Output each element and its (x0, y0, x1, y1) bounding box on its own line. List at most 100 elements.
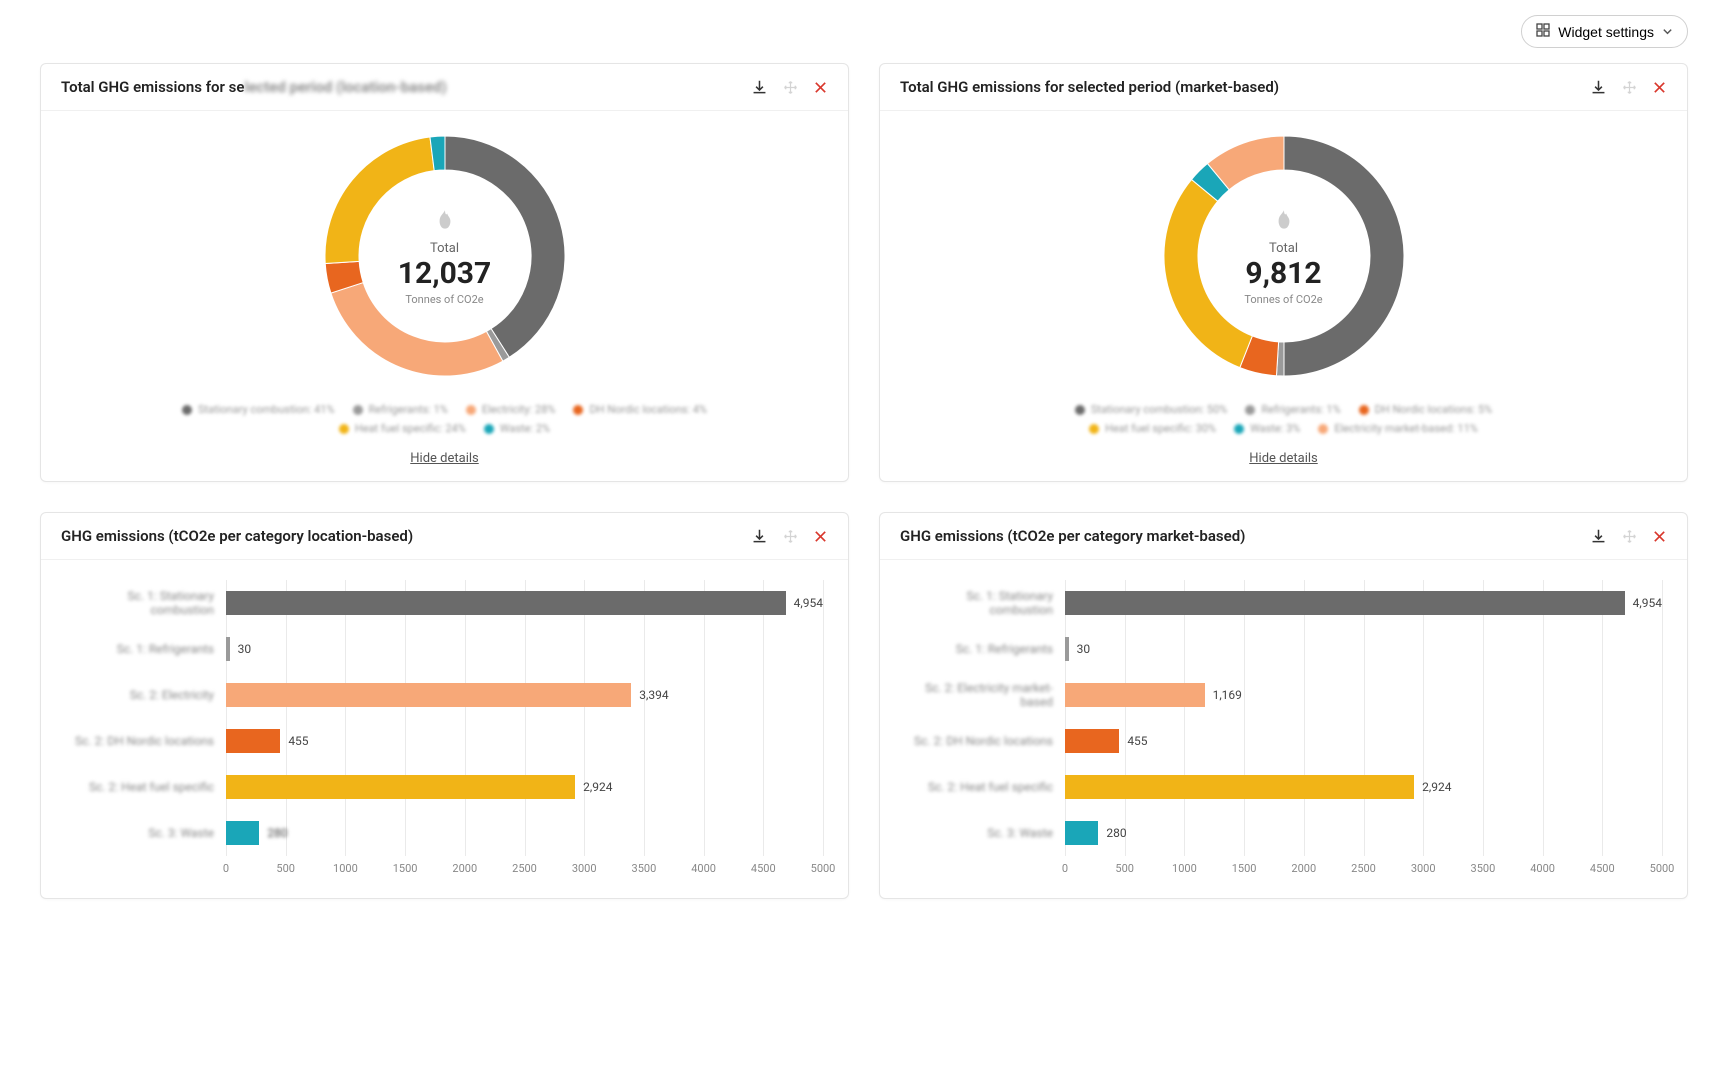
legend-label: DH Nordic locations: 4% (589, 403, 707, 416)
bar-rect (226, 821, 259, 845)
download-icon[interactable] (751, 79, 768, 96)
legend-item: DH Nordic locations: 5% (1359, 403, 1493, 416)
bar-rect (1065, 775, 1414, 799)
download-icon[interactable] (1590, 528, 1607, 545)
bar-row: Sc. 1: Stationary combustion4,954 (66, 580, 823, 626)
bar-value: 3,394 (639, 688, 668, 702)
bar-value: 1,169 (1213, 688, 1242, 702)
card-title: GHG emissions (tCO2e per category market… (900, 527, 1245, 545)
bar-row: Sc. 1: Refrigerants30 (905, 626, 1662, 672)
legend-label: DH Nordic locations: 5% (1375, 403, 1493, 416)
bar-rect (1065, 729, 1119, 753)
bar-label: Sc. 1: Refrigerants (66, 642, 226, 656)
bar-value: 30 (238, 642, 252, 656)
bar-row: Sc. 2: DH Nordic locations 455 (66, 718, 823, 764)
card-ghg-total-location: Total GHG emissions for selected period … (40, 63, 849, 482)
bar-rect (1065, 821, 1098, 845)
card-ghg-total-market: Total GHG emissions for selected period … (879, 63, 1688, 482)
legend-label: Waste: 3% (1250, 422, 1300, 435)
bar-label: Sc. 2: Heat fuel specific (905, 780, 1065, 794)
x-tick: 4000 (1530, 862, 1555, 875)
bar-row: Sc. 3: Waste280 (905, 810, 1662, 856)
card-title: GHG emissions (tCO2e per category locati… (61, 527, 413, 545)
blurred-title-remainder: lected period (location-based) (244, 78, 446, 96)
x-tick: 1000 (1172, 862, 1197, 875)
legend-label: Heat fuel specific: 30% (1105, 422, 1216, 435)
legend-dot (1359, 405, 1369, 415)
card-title: Total GHG emissions for selected period … (900, 78, 1279, 96)
bar-value: 30 (1077, 642, 1091, 656)
legend-item: Stationary combustion: 41% (182, 403, 335, 416)
x-tick: 1500 (1232, 862, 1257, 875)
x-tick: 3000 (1411, 862, 1436, 875)
donut-chart-location (310, 121, 580, 391)
close-icon[interactable] (813, 80, 828, 95)
legend-dot (1075, 405, 1085, 415)
legend-label: Stationary combustion: 41% (198, 403, 335, 416)
hide-details-link[interactable]: Hide details (1249, 451, 1317, 466)
legend-item: Refrigerants: 1% (353, 403, 448, 416)
bar-label: Sc. 2: DH Nordic locations (905, 734, 1065, 748)
close-icon[interactable] (1652, 80, 1667, 95)
legend-item: DH Nordic locations: 4% (573, 403, 707, 416)
legend-item: Stationary combustion: 50% (1075, 403, 1228, 416)
close-icon[interactable] (1652, 529, 1667, 544)
x-tick: 2500 (1351, 862, 1376, 875)
bar-value: 4,954 (1633, 596, 1662, 610)
legend-dot (484, 424, 494, 434)
bar-label: Sc. 2: Electricity (66, 688, 226, 702)
legend-dot (1234, 424, 1244, 434)
bar-rect (1065, 683, 1205, 707)
x-tick: 0 (223, 862, 229, 875)
bar-row: Sc. 2: Heat fuel specific 2,924 (905, 764, 1662, 810)
legend-dot (573, 405, 583, 415)
x-tick: 3500 (1471, 862, 1496, 875)
legend-item: Waste: 2% (484, 422, 550, 435)
legend-item: Waste: 3% (1234, 422, 1300, 435)
move-icon[interactable] (782, 79, 799, 96)
legend-dot (466, 405, 476, 415)
bar-label: Sc. 1: Stationary combustion (905, 589, 1065, 617)
x-tick: 5000 (811, 862, 836, 875)
download-icon[interactable] (751, 528, 768, 545)
x-tick: 4500 (751, 862, 776, 875)
x-tick: 1500 (393, 862, 418, 875)
legend-item: Refrigerants: 1% (1245, 403, 1340, 416)
bar-value: 455 (288, 734, 308, 748)
bar-label: Sc. 2: Heat fuel specific (66, 780, 226, 794)
bar-value: 2,924 (1422, 780, 1451, 794)
card-ghg-bars-location: GHG emissions (tCO2e per category locati… (40, 512, 849, 899)
move-icon[interactable] (1621, 79, 1638, 96)
bar-label: Sc. 2: DH Nordic locations (66, 734, 226, 748)
donut-chart-market (1149, 121, 1419, 391)
card-title: Total GHG emissions for selected period … (61, 78, 447, 96)
bar-row: Sc. 1: Refrigerants 30 (66, 626, 823, 672)
x-tick: 0 (1062, 862, 1068, 875)
bar-label: Sc. 1: Stationary combustion (66, 589, 226, 617)
hide-details-link[interactable]: Hide details (410, 451, 478, 466)
legend: Stationary combustion: 50% Refrigerants: … (1004, 403, 1564, 435)
chevron-down-icon (1662, 24, 1673, 40)
close-icon[interactable] (813, 529, 828, 544)
bar-row: Sc. 1: Stationary combustion 4,954 (905, 580, 1662, 626)
legend: Stationary combustion: 41% Refrigerants: … (165, 403, 725, 435)
bar-row: Sc. 2: DH Nordic locations 455 (905, 718, 1662, 764)
bar-chart-market: Sc. 1: Stationary combustion4,954Sc. 1: … (905, 580, 1662, 880)
x-tick: 500 (276, 862, 295, 875)
bar-rect (226, 683, 631, 707)
bar-rect (226, 775, 575, 799)
download-icon[interactable] (1590, 79, 1607, 96)
bar-rect (226, 729, 280, 753)
legend-label: Stationary combustion: 50% (1091, 403, 1228, 416)
legend-label: Refrigerants: 1% (369, 403, 448, 416)
move-icon[interactable] (1621, 528, 1638, 545)
legend-dot (339, 424, 349, 434)
widget-settings-label: Widget settings (1558, 24, 1654, 40)
x-tick: 1000 (333, 862, 358, 875)
bar-label: Sc. 2: Electricity market-based (905, 681, 1065, 709)
grid-icon (1536, 23, 1550, 40)
widget-settings-button[interactable]: Widget settings (1521, 15, 1688, 48)
move-icon[interactable] (782, 528, 799, 545)
bar-value: 455 (1127, 734, 1147, 748)
bar-rect (226, 637, 230, 661)
